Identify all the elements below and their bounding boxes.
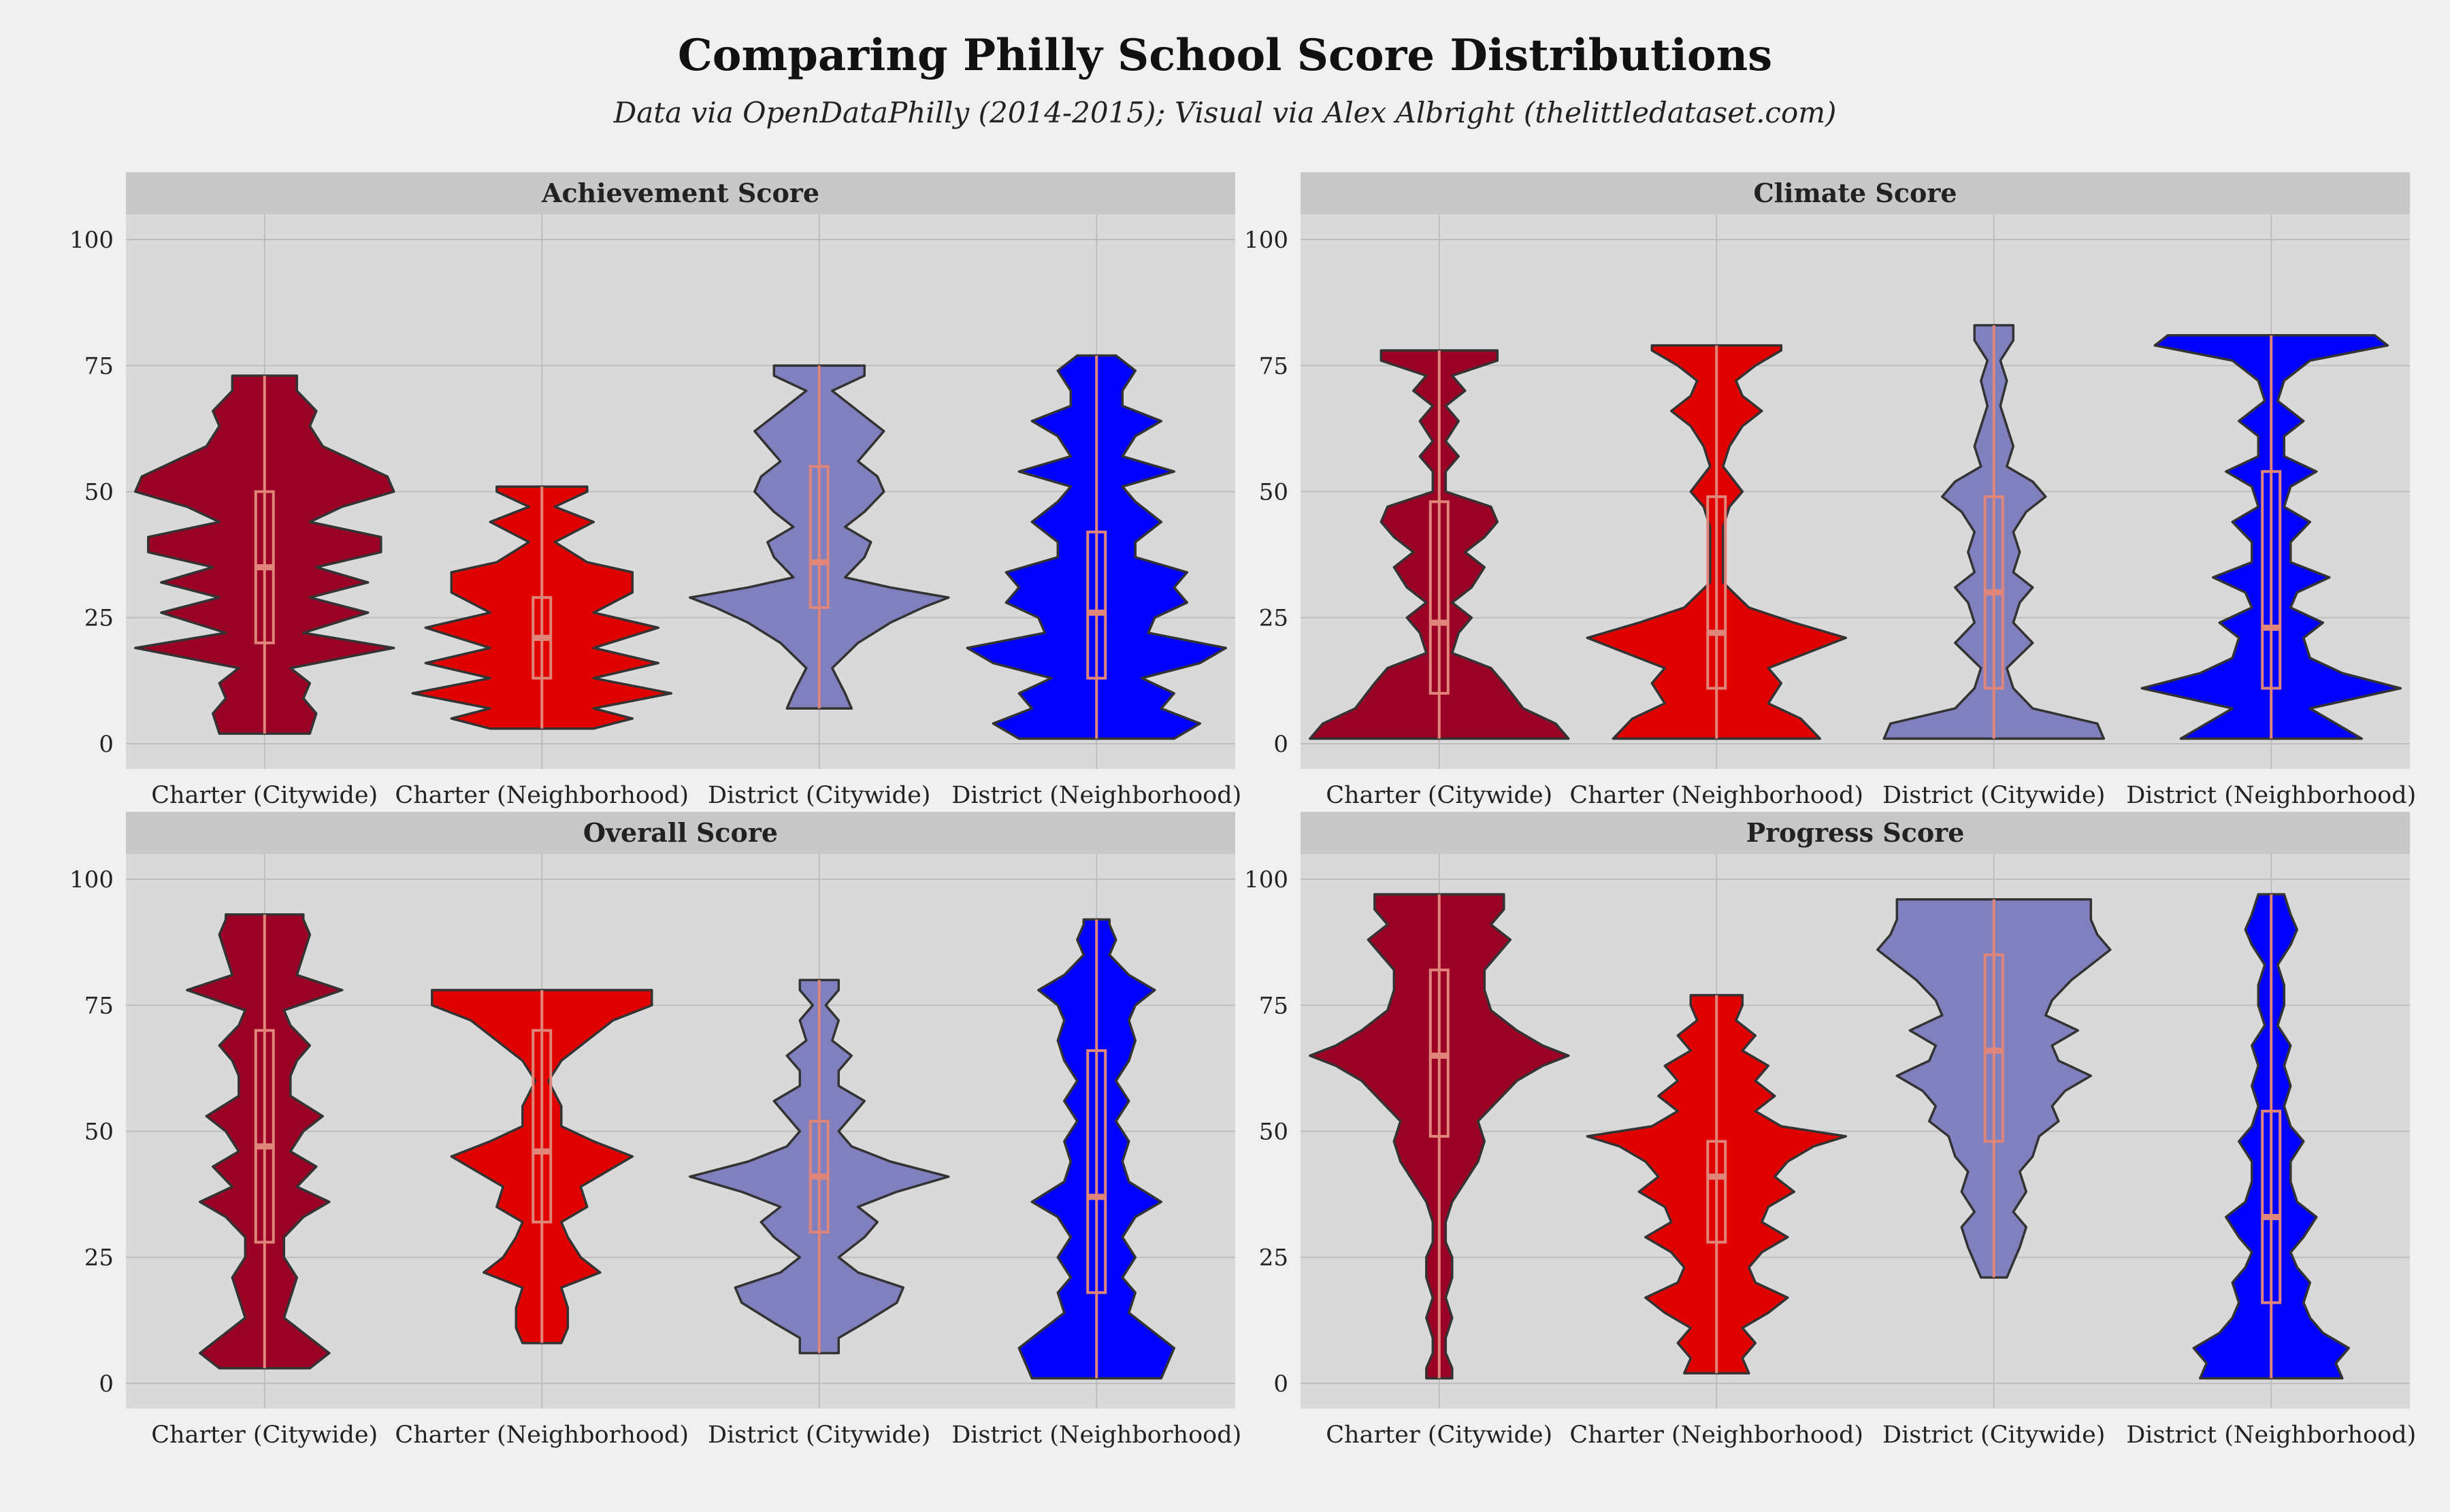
box-district-citywide <box>808 465 830 609</box>
x-tick-label: Charter (Neighborhood) <box>395 1421 689 1449</box>
box-district-neighborhood <box>2261 470 2282 690</box>
x-tick-label: District (Neighborhood) <box>951 1421 1241 1449</box>
panel-achievement-score: Achievement Score 0 25 50 75 100 Charter (City… <box>69 172 1241 809</box>
y-tick-label: 50 <box>84 1119 114 1146</box>
y-tick-label: 25 <box>1259 1245 1288 1272</box>
x-tick-label: Charter (Citywide) <box>151 1421 378 1449</box>
panel-title: Climate Score <box>1753 178 1957 208</box>
y-tick-label: 25 <box>1259 605 1288 632</box>
y-tick-label: 75 <box>1259 992 1288 1019</box>
strip-climate-score <box>1301 172 2410 214</box>
y-tick-label: 50 <box>84 479 114 506</box>
x-tick-label: District (Citywide) <box>1882 782 2105 809</box>
y-tick-label: 0 <box>99 731 114 758</box>
x-tick-label: Charter (Citywide) <box>1326 782 1552 809</box>
box-charter-citywide <box>1428 500 1450 695</box>
y-tick-label: 25 <box>84 1245 114 1272</box>
y-tick-label: 100 <box>1244 866 1288 893</box>
box-district-neighborhood <box>1086 1049 1107 1294</box>
panel-title: Progress Score <box>1746 817 1965 848</box>
box-district-neighborhood <box>1086 530 1107 680</box>
y-tick-label: 0 <box>1273 1370 1288 1398</box>
panel-overall-score: Overall Score 0 25 50 75 100 Charter (Citywide… <box>69 812 1241 1449</box>
x-tick-label: Charter (Neighborhood) <box>1569 1421 1863 1449</box>
y-tick-label: 50 <box>1259 479 1288 506</box>
x-tick-label: Charter (Citywide) <box>151 782 378 809</box>
x-tick-label: Charter (Neighborhood) <box>1569 782 1863 809</box>
x-tick-label: District (Citywide) <box>708 782 930 809</box>
y-tick-label: 0 <box>99 1370 114 1398</box>
strip-overall-score <box>126 812 1235 854</box>
x-tick-label: District (Citywide) <box>708 1421 930 1449</box>
y-tick-label: 25 <box>84 605 114 632</box>
y-tick-label: 75 <box>1259 352 1288 380</box>
facet-panels: Achievement Score 0 25 50 75 100 Charter (City… <box>69 172 2416 1449</box>
y-tick-label: 100 <box>69 866 114 893</box>
y-tick-label: 75 <box>84 352 114 380</box>
x-tick-label: Charter (Citywide) <box>1326 1421 1552 1449</box>
chart-subtitle: Data via OpenDataPhilly (2014-2015); Vis… <box>613 96 1837 129</box>
x-tick-label: District (Neighborhood) <box>951 782 1241 809</box>
strip-achievement-score <box>126 172 1235 214</box>
y-tick-label: 100 <box>1244 227 1288 254</box>
box-district-neighborhood <box>2261 1109 2282 1304</box>
box-charter-neighborhood <box>1706 495 1727 690</box>
y-tick-label: 50 <box>1259 1119 1288 1146</box>
box-charter-neighborhood <box>1706 1140 1727 1244</box>
box-charter-citywide <box>254 1029 275 1244</box>
panel-climate-score: Climate Score 0 25 50 75 100 Charter (Citywide… <box>1244 172 2416 809</box>
box-charter-neighborhood <box>532 1029 553 1223</box>
panel-progress-score: Progress Score 0 25 50 75 100 Charter (Citywid… <box>1244 812 2416 1449</box>
y-tick-label: 75 <box>84 992 114 1019</box>
x-tick-label: Charter (Neighborhood) <box>395 782 689 809</box>
panel-title: Overall Score <box>583 817 778 848</box>
y-tick-label: 100 <box>69 227 114 254</box>
panel-title: Achievement Score <box>541 178 819 208</box>
strip-progress-score <box>1301 812 2410 854</box>
chart-title: Comparing Philly School Score Distributi… <box>678 30 1772 81</box>
x-tick-label: District (Neighborhood) <box>2126 782 2416 809</box>
x-tick-label: District (Neighborhood) <box>2126 1421 2416 1449</box>
x-tick-label: District (Citywide) <box>1882 1421 2105 1449</box>
y-tick-label: 0 <box>1273 731 1288 758</box>
